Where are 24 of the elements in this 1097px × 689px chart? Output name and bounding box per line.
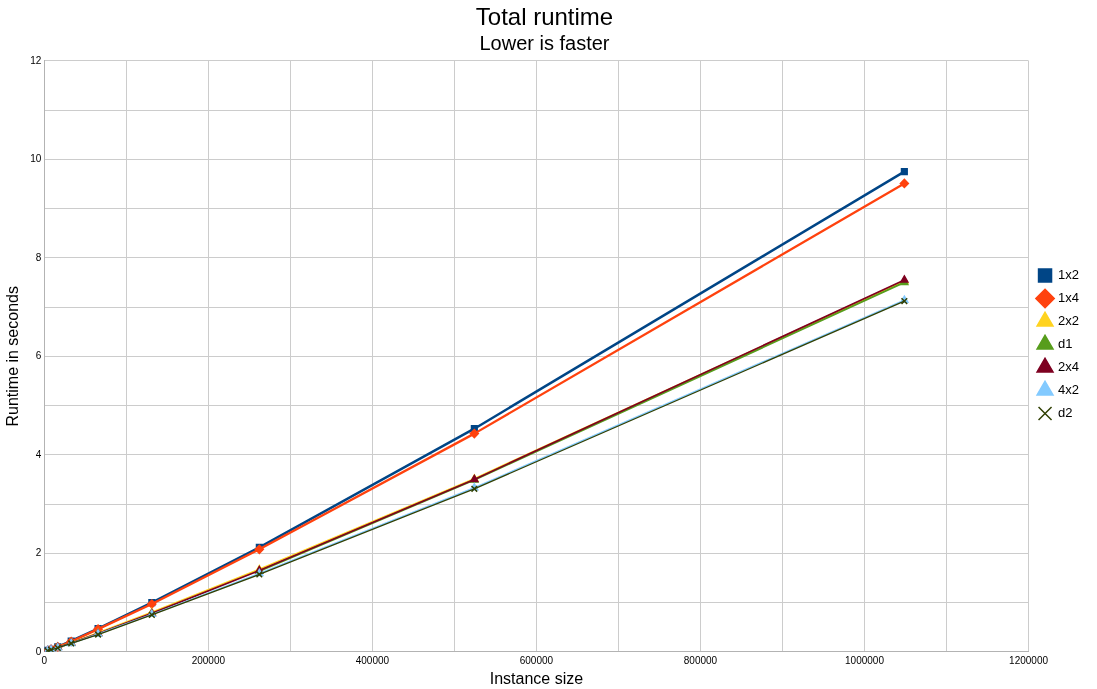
x-tick-label: 600000 [519, 654, 554, 666]
legend-label: 2x4 [1058, 359, 1080, 375]
legend-label: d1 [1058, 336, 1073, 352]
chart-subtitle: Lower is faster [479, 32, 610, 55]
x-tick-label: 400000 [355, 654, 390, 666]
legend-label: 1x4 [1058, 290, 1080, 306]
x-tick-label: 1200000 [1009, 654, 1049, 666]
x-tick-label: 800000 [683, 654, 718, 666]
y-tick-label: 4 [35, 448, 42, 460]
y-tick-label: 12 [30, 54, 42, 66]
x-tick-label: 1000000 [845, 654, 885, 666]
y-tick-label: 0 [35, 645, 42, 657]
y-tick-label: 2 [35, 547, 42, 559]
legend-label: d2 [1058, 405, 1073, 421]
y-tick-label: 10 [30, 153, 42, 165]
legend-label: 1x2 [1058, 267, 1080, 283]
legend-label: 2x2 [1058, 313, 1080, 329]
chart-title: Total runtime [475, 3, 614, 31]
y-tick-label: 8 [35, 251, 42, 263]
x-tick-label: 200000 [191, 654, 226, 666]
x-axis-title: Instance size [489, 669, 584, 687]
y-axis-title: Runtime in seconds [4, 286, 22, 427]
legend-label: 4x2 [1058, 382, 1080, 398]
y-tick-label: 6 [35, 350, 42, 362]
